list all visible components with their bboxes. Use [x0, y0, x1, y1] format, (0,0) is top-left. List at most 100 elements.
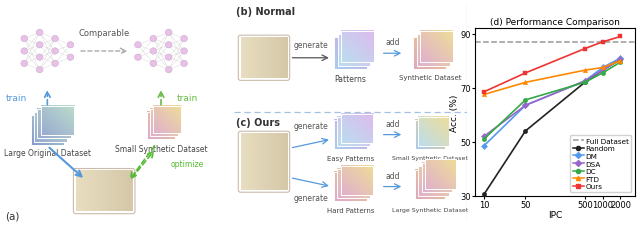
- DM: [581, 80, 589, 83]
- Bar: [415, 120, 445, 150]
- Circle shape: [52, 61, 58, 67]
- Circle shape: [21, 36, 28, 43]
- Circle shape: [52, 49, 58, 55]
- DSA: [599, 70, 607, 72]
- Bar: [418, 117, 449, 146]
- Bar: [153, 107, 181, 134]
- Text: Large Original Dataset: Large Original Dataset: [4, 148, 91, 157]
- Random: [522, 130, 529, 133]
- FTD: [522, 82, 529, 84]
- Circle shape: [165, 30, 172, 36]
- Circle shape: [21, 61, 28, 67]
- Text: optimize: optimize: [170, 160, 204, 169]
- Bar: [147, 112, 175, 140]
- Circle shape: [165, 42, 172, 49]
- Legend: Full Dataset, Random, DM, DSA, DC, FTD, Ours: Full Dataset, Random, DM, DSA, DC, FTD, …: [570, 135, 631, 192]
- DSA: [581, 80, 589, 83]
- Bar: [425, 160, 456, 189]
- Bar: [37, 110, 70, 139]
- Text: Distillation
Algorithm: Distillation Algorithm: [82, 181, 127, 202]
- Bar: [337, 169, 370, 198]
- Bar: [41, 106, 74, 136]
- Text: add: add: [385, 171, 400, 180]
- FTD: [599, 67, 607, 70]
- FTD: [480, 94, 488, 96]
- Circle shape: [180, 49, 188, 55]
- Text: Small Synthetic Dataset: Small Synthetic Dataset: [115, 144, 207, 153]
- Ours: [599, 41, 607, 44]
- Bar: [334, 38, 367, 70]
- Circle shape: [165, 55, 172, 61]
- Random: [480, 193, 488, 196]
- Circle shape: [36, 67, 43, 73]
- Text: (c) Ours: (c) Ours: [236, 117, 280, 127]
- Bar: [340, 114, 373, 143]
- Ours: [522, 72, 529, 75]
- Line: Random: Random: [482, 58, 623, 197]
- Bar: [415, 170, 445, 199]
- Circle shape: [36, 42, 43, 49]
- Circle shape: [36, 55, 43, 61]
- Bar: [422, 163, 452, 192]
- Ours: [480, 91, 488, 94]
- DM: [616, 57, 624, 60]
- Text: (a): (a): [4, 211, 19, 220]
- DC: [522, 99, 529, 102]
- Text: train: train: [6, 93, 28, 102]
- Circle shape: [150, 49, 157, 55]
- Random: [581, 82, 589, 84]
- Random: [599, 70, 607, 72]
- DM: [480, 145, 488, 147]
- DC: [599, 72, 607, 75]
- Text: add: add: [385, 119, 400, 128]
- Circle shape: [36, 30, 43, 36]
- Circle shape: [134, 42, 141, 49]
- Line: DC: DC: [482, 61, 623, 142]
- Circle shape: [52, 36, 58, 43]
- Text: generate: generate: [293, 122, 328, 130]
- Bar: [413, 38, 446, 70]
- Bar: [341, 32, 374, 63]
- DM: [522, 104, 529, 107]
- Bar: [420, 32, 453, 63]
- DSA: [522, 104, 529, 107]
- X-axis label: IPC: IPC: [548, 210, 562, 219]
- DC: [480, 138, 488, 141]
- Circle shape: [150, 36, 157, 43]
- Bar: [150, 110, 179, 137]
- Line: FTD: FTD: [482, 59, 623, 97]
- DSA: [616, 59, 624, 61]
- Bar: [340, 166, 373, 195]
- Title: (d) Performance Comparison: (d) Performance Comparison: [490, 18, 620, 27]
- Text: Patterns: Patterns: [335, 74, 366, 83]
- Text: Easy Patterns: Easy Patterns: [327, 155, 374, 161]
- Ours: [616, 36, 624, 39]
- DC: [581, 82, 589, 84]
- Line: Ours: Ours: [482, 35, 623, 94]
- Bar: [418, 166, 449, 196]
- Text: Large Synthetic Dataset: Large Synthetic Dataset: [392, 207, 468, 212]
- Circle shape: [134, 55, 141, 61]
- Text: Small Synthetic Dataset: Small Synthetic Dataset: [392, 155, 468, 160]
- Bar: [31, 116, 64, 145]
- Ours: [581, 48, 589, 51]
- Bar: [417, 35, 450, 66]
- Bar: [337, 117, 370, 146]
- Circle shape: [67, 55, 74, 61]
- FTD: [616, 60, 624, 63]
- Text: Distillation
Algorithm: Distillation Algorithm: [243, 48, 285, 69]
- Bar: [334, 120, 367, 150]
- Text: (b) Normal: (b) Normal: [236, 7, 295, 17]
- DM: [599, 67, 607, 70]
- FTD: [581, 70, 589, 72]
- Circle shape: [67, 42, 74, 49]
- Circle shape: [21, 49, 28, 55]
- Circle shape: [180, 36, 188, 43]
- Random: [616, 59, 624, 61]
- Circle shape: [165, 67, 172, 73]
- Text: Comparable: Comparable: [79, 29, 130, 38]
- DSA: [480, 135, 488, 138]
- Text: add: add: [385, 38, 400, 47]
- Line: DM: DM: [482, 56, 623, 148]
- Bar: [334, 172, 367, 201]
